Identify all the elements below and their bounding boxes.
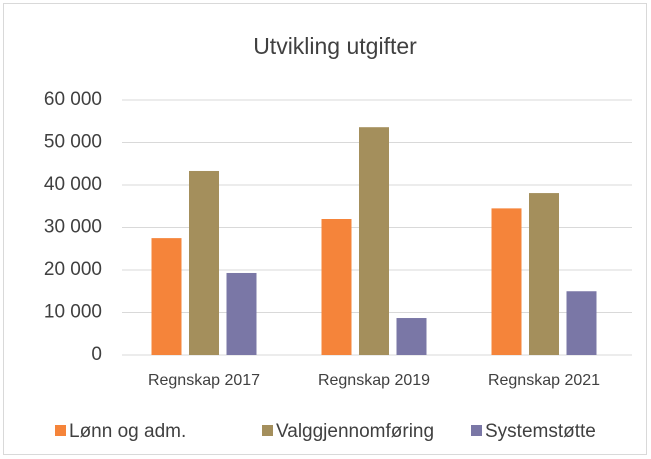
y-tick-label: 10 000 bbox=[44, 302, 102, 323]
bar bbox=[396, 318, 427, 355]
bar bbox=[151, 238, 182, 355]
bar bbox=[529, 193, 559, 355]
y-tick-label: 50 000 bbox=[44, 132, 102, 153]
x-tick-label: Regnskap 2021 bbox=[488, 372, 600, 389]
bar bbox=[359, 127, 389, 355]
bar bbox=[566, 291, 597, 355]
legend-swatch bbox=[262, 425, 273, 436]
legend-label: Systemstøtte bbox=[485, 421, 596, 442]
bar bbox=[491, 208, 522, 355]
bar bbox=[321, 219, 352, 355]
legend-label: Valggjennomføring bbox=[276, 421, 434, 442]
y-tick-label: 60 000 bbox=[44, 89, 102, 110]
bar bbox=[189, 170, 219, 355]
bar bbox=[226, 272, 257, 355]
legend-swatch bbox=[471, 425, 482, 436]
y-tick-label: 20 000 bbox=[44, 259, 102, 280]
legend-label: Lønn og adm. bbox=[69, 421, 186, 442]
y-tick-label: 40 000 bbox=[44, 174, 102, 195]
legend-swatch bbox=[55, 425, 66, 436]
x-tick-label: Regnskap 2017 bbox=[148, 372, 260, 389]
y-tick-label: 30 000 bbox=[44, 217, 102, 238]
y-tick-label: 0 bbox=[91, 344, 102, 365]
chart-title: Utvikling utgifter bbox=[253, 33, 417, 59]
x-tick-label: Regnskap 2019 bbox=[318, 372, 430, 389]
